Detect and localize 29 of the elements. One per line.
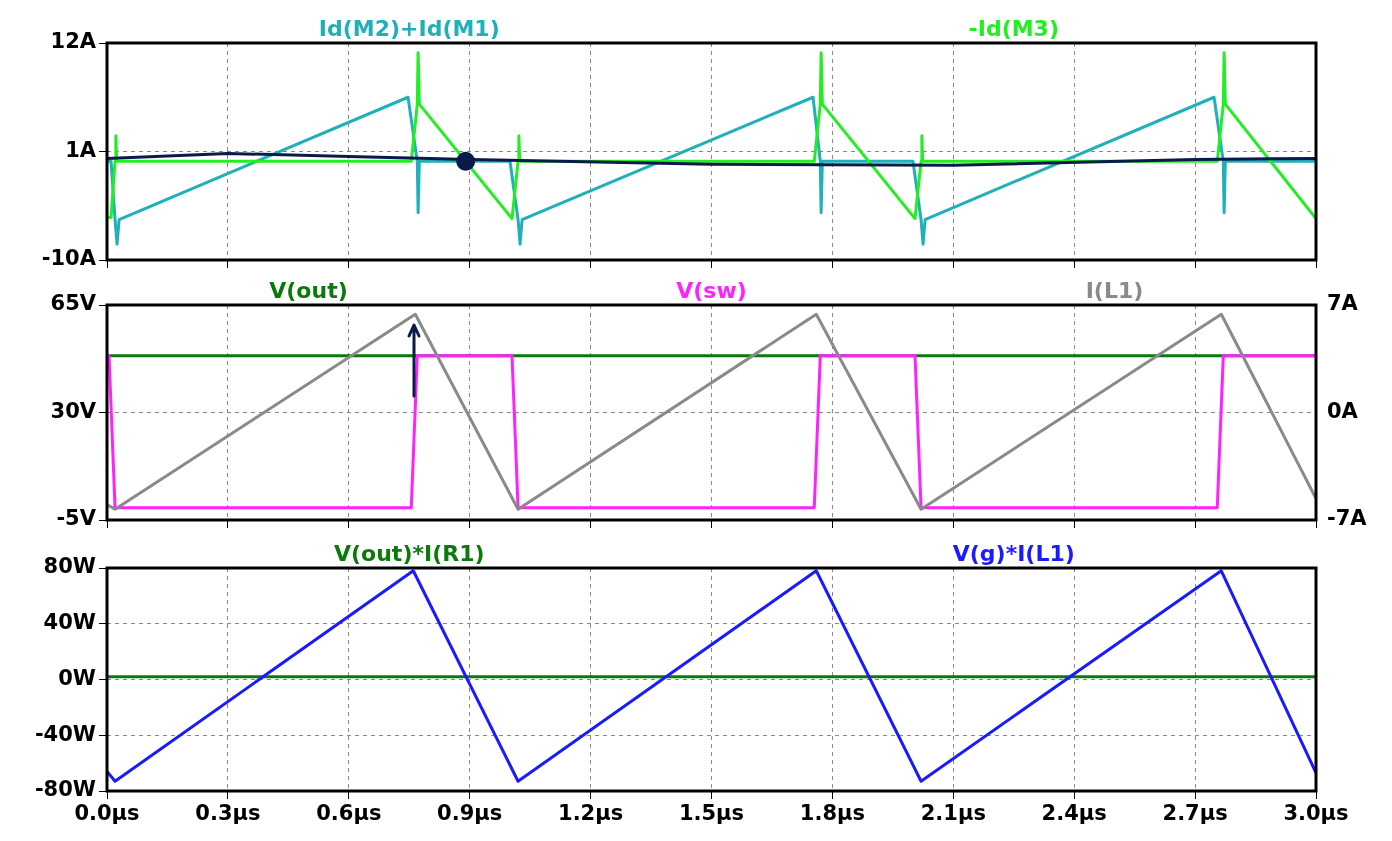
y2-tick-label: -7A <box>1327 506 1368 531</box>
x-tick-label: 2.4µs <box>1041 801 1107 826</box>
y-tick-label: 40W <box>43 610 96 635</box>
text: V(g)*I(L1) <box>952 540 1075 566</box>
y-tick-label: 12A <box>50 29 97 54</box>
x-tick-label: 1.8µs <box>799 801 865 826</box>
text: Id(M2)+Id(M1) <box>318 15 500 41</box>
y-tick-label: 80W <box>43 554 96 579</box>
y2-tick-label: 7A <box>1327 291 1359 316</box>
y-tick-label: -5V <box>56 506 97 531</box>
y-tick-label: 1A <box>65 137 97 162</box>
x-tick-label: 1.5µs <box>678 801 745 826</box>
x-tick-label: 0.0µs <box>74 801 140 826</box>
text: -Id(M3) <box>968 15 1059 41</box>
y2-tick-label: 0A <box>1327 398 1359 423</box>
x-tick-label: 3.0µs <box>1283 801 1349 826</box>
y-tick-label: -10A <box>41 246 97 271</box>
y-tick-label: -40W <box>34 721 96 746</box>
x-tick-label: 2.7µs <box>1162 801 1228 826</box>
y-tick-label: -80W <box>34 777 96 802</box>
y-tick-label: 65V <box>50 291 97 316</box>
x-tick-label: 1.2µs <box>558 801 624 826</box>
x-tick-label: 0.6µs <box>316 801 382 826</box>
x-tick-label: 0.3µs <box>195 801 261 826</box>
y-tick-label: 0W <box>58 665 96 690</box>
text: V(out)*I(R1) <box>334 540 485 566</box>
x-tick-label: 2.1µs <box>920 801 986 826</box>
y-tick-label: 30V <box>50 398 97 423</box>
x-tick-label: 0.9µs <box>437 801 503 826</box>
